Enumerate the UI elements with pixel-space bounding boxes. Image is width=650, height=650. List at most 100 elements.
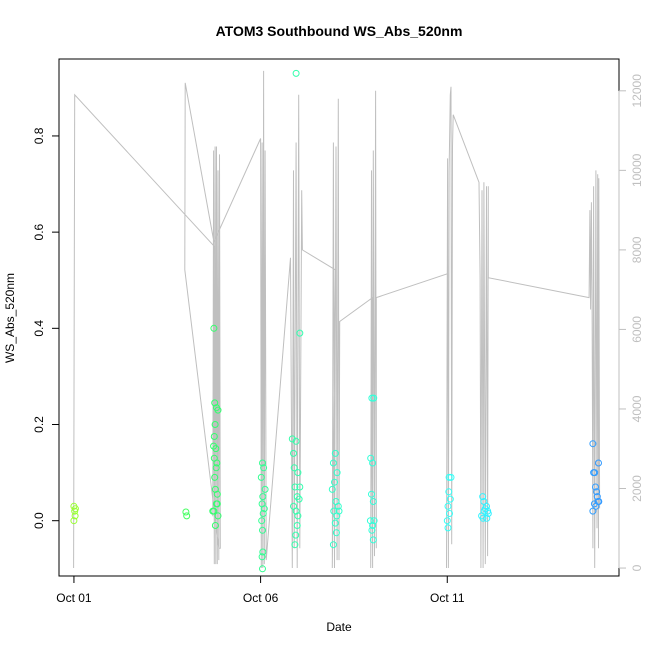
data-point	[258, 517, 266, 525]
x-axis: Oct 01 Oct 06 Oct 11	[56, 575, 465, 605]
data-point	[292, 437, 300, 445]
data-point	[291, 541, 299, 549]
data-point	[595, 459, 602, 467]
data-point	[210, 324, 218, 332]
data-point	[213, 490, 221, 498]
y-tick-label: 0.4	[32, 320, 46, 337]
data-point	[369, 522, 377, 529]
y2-axis: 0 2000 4000 6000 8000 10000 12000	[618, 74, 644, 571]
data-point	[291, 483, 299, 491]
data-point	[259, 510, 267, 517]
data-point	[444, 524, 452, 532]
data-point	[259, 548, 267, 556]
data-point	[592, 483, 599, 491]
y-tick-label: 0.6	[32, 223, 46, 240]
data-point	[295, 495, 303, 503]
data-point	[479, 493, 487, 501]
x-tick-label: Oct 01	[56, 591, 92, 605]
data-point	[293, 522, 301, 529]
y2-tick-label: 6000	[630, 316, 644, 343]
data-point	[213, 500, 221, 508]
data-point	[71, 512, 79, 520]
data-point	[445, 488, 453, 496]
data-point	[369, 459, 377, 467]
x-tick-label: Oct 06	[243, 591, 279, 605]
data-point	[71, 505, 79, 513]
y-axis-label: WS_Abs_520nm	[3, 273, 17, 363]
data-point	[211, 522, 219, 529]
data-point	[211, 473, 219, 481]
data-point	[182, 508, 190, 516]
altitude-line	[73, 70, 601, 569]
data-point	[329, 459, 337, 467]
data-point	[257, 473, 265, 481]
data-point	[369, 498, 377, 505]
data-point	[331, 449, 339, 457]
data-point	[294, 469, 302, 477]
data-point	[335, 507, 343, 515]
data-point	[483, 514, 491, 522]
data-point	[258, 553, 266, 561]
data-point	[259, 526, 266, 534]
data-point	[259, 459, 266, 467]
data-point	[445, 473, 453, 481]
data-point	[212, 464, 220, 472]
data-point	[368, 526, 376, 534]
data-point	[294, 512, 302, 520]
y-axis: 0.0 0.2 0.4 0.6 0.8	[32, 127, 60, 529]
data-point	[593, 488, 601, 496]
x-tick-label: Oct 11	[430, 591, 465, 605]
y2-tick-label: 4000	[630, 395, 644, 422]
data-point	[370, 394, 378, 402]
data-point	[259, 565, 266, 573]
data-point	[370, 517, 378, 525]
data-point	[214, 512, 222, 520]
data-point	[446, 510, 453, 517]
data-point	[443, 517, 451, 525]
data-point	[367, 454, 375, 462]
data-point	[183, 512, 191, 520]
data-point	[210, 507, 218, 515]
data-point	[288, 435, 296, 443]
data-point	[260, 464, 268, 472]
data-point	[260, 505, 268, 513]
data-point	[213, 459, 221, 467]
data-point	[479, 514, 487, 522]
data-point	[212, 445, 220, 453]
data-point	[329, 541, 337, 549]
data-point	[368, 490, 375, 498]
data-point	[292, 507, 300, 515]
data-point	[589, 440, 597, 448]
data-point	[261, 485, 269, 493]
data-point	[334, 502, 342, 510]
data-point	[296, 483, 304, 491]
x-axis-label: Date	[326, 620, 352, 634]
chart-title: ATOM3 Southbound WS_Abs_520nm	[216, 23, 463, 39]
y2-tick-label: 2000	[630, 475, 644, 502]
data-point	[214, 406, 222, 414]
data-point	[211, 399, 219, 407]
y2-tick-label: 0	[630, 564, 644, 571]
data-point	[211, 485, 219, 493]
data-point	[211, 421, 219, 428]
data-point	[369, 536, 377, 544]
y-tick-label: 0.0	[32, 512, 46, 529]
data-point	[480, 507, 488, 515]
data-point	[290, 449, 297, 457]
data-point	[591, 469, 599, 477]
data-point	[328, 485, 336, 493]
data-point	[296, 329, 304, 337]
data-point	[447, 473, 455, 481]
data-point	[210, 433, 218, 440]
data-point	[292, 531, 300, 539]
data-point	[589, 507, 597, 515]
data-point	[259, 493, 267, 501]
data-point	[290, 464, 298, 472]
y-tick-label: 0.8	[32, 127, 46, 144]
data-point	[292, 69, 300, 77]
data-point	[593, 493, 601, 501]
y2-tick-label: 10000	[630, 153, 644, 187]
data-point	[331, 519, 339, 527]
